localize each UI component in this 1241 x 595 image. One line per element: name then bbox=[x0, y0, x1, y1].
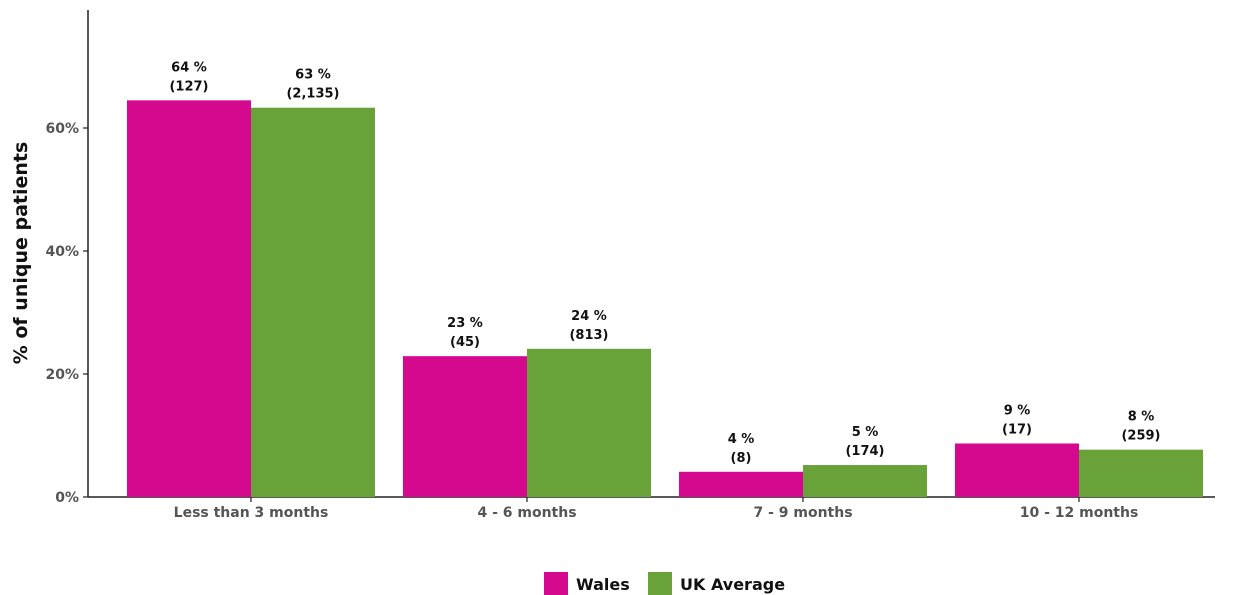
x-category-label: 4 - 6 months bbox=[477, 505, 576, 521]
bar-count-label: (2,135) bbox=[286, 87, 339, 102]
y-tick-label: 0% bbox=[55, 490, 79, 506]
bar-uk-average bbox=[803, 465, 927, 497]
legend-item-wales-swatch bbox=[544, 572, 568, 595]
bar-uk-average bbox=[1079, 449, 1203, 497]
bar-count-label: (8) bbox=[731, 451, 752, 466]
bar-count-label: (17) bbox=[1002, 422, 1032, 437]
bar-count-label: (45) bbox=[450, 335, 480, 350]
x-category-label: 7 - 9 months bbox=[753, 505, 852, 521]
bar-value-label: 64 % bbox=[171, 60, 207, 75]
bar-count-label: (813) bbox=[569, 328, 608, 343]
bar-count-label: (259) bbox=[1121, 429, 1160, 444]
legend: Wales UK Average bbox=[544, 572, 785, 595]
legend-item-uk-average-swatch bbox=[648, 572, 672, 595]
bar-wales bbox=[955, 443, 1079, 497]
bar-value-label: 24 % bbox=[571, 309, 607, 324]
bar-wales bbox=[403, 356, 527, 497]
plot-area: 0% 20% 40% 60% 64 % (127) 63 % (2,135) Less than… bbox=[45, 10, 1215, 521]
x-category-label: Less than 3 months bbox=[174, 505, 329, 521]
bar-count-label: (174) bbox=[845, 444, 884, 459]
bar-count-label: (127) bbox=[169, 79, 208, 94]
bar-wales bbox=[679, 471, 803, 497]
bar-value-label: 9 % bbox=[1004, 403, 1031, 418]
bar-uk-average bbox=[527, 348, 651, 497]
y-axis-title: % of unique patients bbox=[10, 142, 32, 365]
bar-value-label: 63 % bbox=[295, 68, 331, 83]
y-tick-label: 60% bbox=[45, 121, 79, 137]
legend-item-uk-average-label: UK Average bbox=[680, 575, 785, 594]
bar-value-label: 23 % bbox=[447, 316, 483, 331]
y-tick-label: 40% bbox=[45, 244, 79, 260]
bar-uk-average bbox=[251, 107, 375, 497]
x-category-label: 10 - 12 months bbox=[1020, 505, 1139, 521]
bar-value-label: 8 % bbox=[1128, 410, 1155, 425]
legend-item-wales-label: Wales bbox=[576, 575, 630, 594]
bar-value-label: 4 % bbox=[728, 432, 755, 447]
bar-wales bbox=[127, 100, 251, 497]
y-tick-label: 20% bbox=[45, 367, 79, 383]
bar-value-label: 5 % bbox=[852, 425, 879, 440]
